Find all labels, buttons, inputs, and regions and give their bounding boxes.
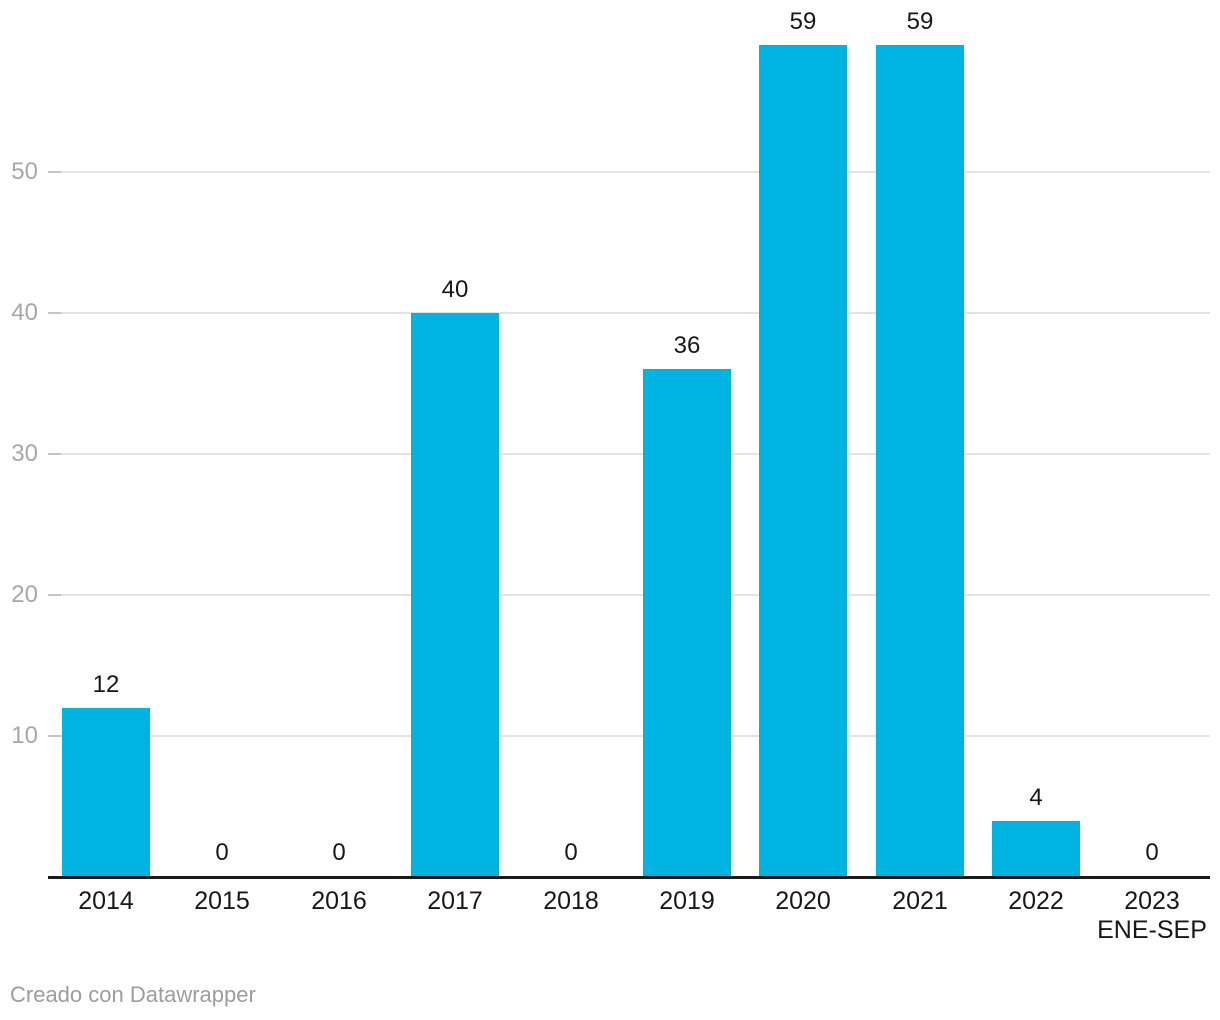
y-gridline	[48, 594, 1210, 596]
y-gridline	[48, 453, 1210, 455]
value-label: 0	[332, 839, 346, 866]
bar	[759, 45, 847, 877]
y-gridline	[48, 312, 1210, 314]
x-axis-label: 2022	[1008, 887, 1064, 915]
x-axis-label: 2023 ENE-SEP	[1090, 887, 1214, 945]
x-axis-label: 2020	[775, 887, 831, 915]
x-axis-label: 2015	[194, 887, 250, 915]
y-gridline	[48, 171, 1210, 173]
y-tick-label: 30	[11, 440, 38, 467]
bar	[411, 313, 499, 877]
y-axis-tick	[48, 735, 61, 737]
x-axis-line	[48, 876, 1210, 879]
y-axis-tick	[48, 171, 61, 173]
bar	[62, 708, 150, 877]
y-tick-label: 40	[11, 299, 38, 326]
x-axis-label: 2014	[78, 887, 134, 915]
datawrapper-credit-link[interactable]: Creado con Datawrapper	[10, 982, 256, 1007]
value-label: 59	[906, 8, 934, 35]
value-label: 0	[215, 839, 229, 866]
y-tick-label: 20	[11, 581, 38, 608]
x-axis-label: 2021	[892, 887, 948, 915]
x-axis-label: 2019	[659, 887, 715, 915]
bar	[876, 45, 964, 877]
y-gridline	[48, 735, 1210, 737]
y-tick-label: 50	[11, 158, 38, 185]
value-label: 36	[673, 332, 701, 359]
y-axis-tick	[48, 312, 61, 314]
y-axis-tick	[48, 594, 61, 596]
x-axis-label: 2016	[311, 887, 367, 915]
x-axis-label: 2018	[543, 887, 599, 915]
y-tick-label: 10	[11, 722, 38, 749]
value-label: 12	[92, 671, 120, 698]
value-label: 59	[789, 8, 817, 35]
value-label: 0	[564, 839, 578, 866]
y-axis-tick	[48, 453, 61, 455]
x-axis-label: 2017	[427, 887, 483, 915]
value-label: 4	[1029, 784, 1043, 811]
x-axis-sublabel: ENE-SEP	[1097, 916, 1207, 944]
bar	[643, 369, 731, 877]
value-label: 0	[1145, 839, 1159, 866]
bar	[992, 821, 1080, 877]
value-label: 40	[441, 276, 469, 303]
